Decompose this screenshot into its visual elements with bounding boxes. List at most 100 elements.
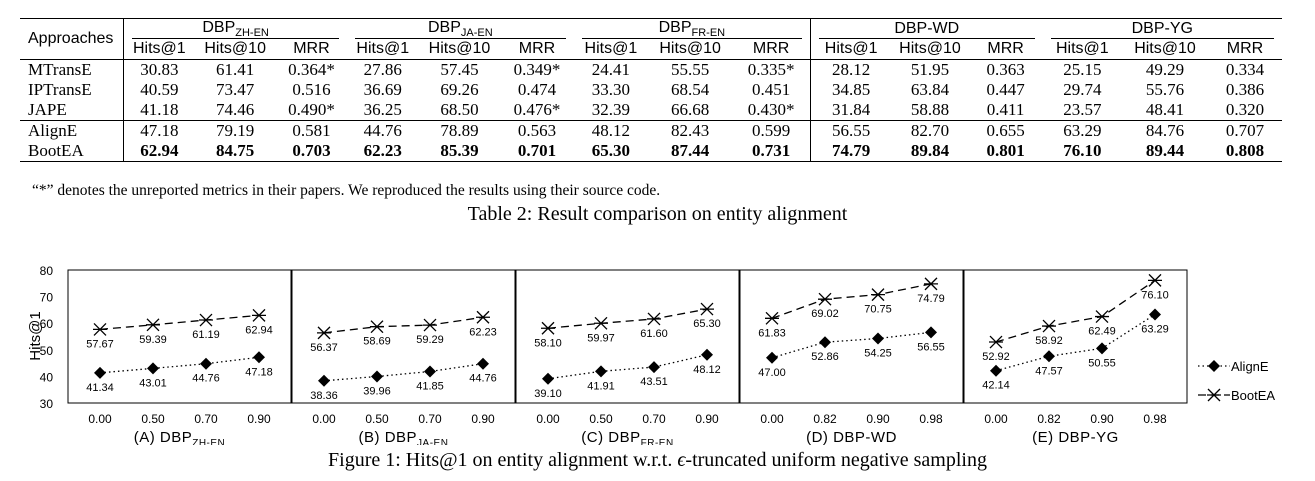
data-label: 48.12 bbox=[693, 364, 721, 376]
x-tick-label: 0.70 bbox=[418, 412, 442, 426]
data-label: 43.51 bbox=[640, 376, 668, 388]
table-cell: 0.801 bbox=[986, 141, 1025, 161]
table-cell: 0.707 bbox=[1207, 120, 1282, 142]
data-label: 57.67 bbox=[86, 338, 114, 350]
series-line-aligne bbox=[771, 331, 932, 359]
panel-label: (B) DBPJA-EN bbox=[359, 429, 449, 445]
panel-label-subscript: ZH-EN bbox=[192, 438, 225, 445]
table-cell: 0.451 bbox=[751, 80, 791, 100]
table-cell: 69.26 bbox=[440, 80, 479, 100]
y-axis-label: Hits@1 bbox=[27, 311, 44, 360]
figure-caption-suffix: -truncated uniform negative sampling bbox=[685, 449, 987, 471]
bootEA-point bbox=[1095, 310, 1109, 324]
bootEA-point bbox=[146, 318, 160, 332]
metric-header: Hits@1 bbox=[584, 40, 638, 58]
bootEA-point bbox=[989, 335, 1003, 349]
table-cell: 0.411 bbox=[986, 100, 1025, 120]
alignE-point bbox=[424, 365, 436, 378]
x-tick-label: 0.90 bbox=[1090, 412, 1114, 426]
x-tick-label: 0.90 bbox=[695, 412, 719, 426]
series-line-bootea bbox=[771, 283, 932, 319]
table-cell: 0.363 bbox=[968, 59, 1043, 81]
data-label: 47.18 bbox=[245, 366, 273, 378]
figure-caption: Figure 1: Hits@1 on entity alignment w.r… bbox=[0, 449, 1315, 472]
table-cell: 89.84 bbox=[910, 141, 950, 161]
bootEA-point bbox=[476, 310, 490, 324]
data-label: 56.37 bbox=[310, 342, 338, 354]
legend-bootEA-label: BootEA bbox=[1231, 388, 1275, 403]
x-tick-label: 0.00 bbox=[984, 412, 1008, 426]
table-cell: 0.490* bbox=[288, 100, 335, 120]
table-cell: 68.50 bbox=[440, 100, 479, 120]
table-cell: 0.808 bbox=[1225, 141, 1265, 161]
series-line-bootea bbox=[547, 308, 708, 329]
y-tick-label: 30 bbox=[40, 397, 54, 411]
table-cell: 0.701 bbox=[517, 141, 557, 161]
panel-label: (E) DBP-YG bbox=[1032, 429, 1119, 445]
bootEA-point bbox=[317, 326, 331, 340]
row-name: IPTransE bbox=[20, 80, 125, 101]
alignE-point bbox=[318, 374, 330, 387]
dataset-name: DBP bbox=[427, 19, 461, 36]
table-cell: 66.68 bbox=[671, 100, 710, 120]
series-line-bootea bbox=[995, 279, 1156, 343]
table-cell: 82.43 bbox=[648, 120, 733, 142]
table-corner: Approaches bbox=[20, 18, 125, 60]
table-cell: 44.76 bbox=[346, 120, 419, 142]
table-cell: 51.95 bbox=[891, 59, 969, 81]
table-cell: 63.84 bbox=[910, 80, 950, 100]
table-row: AlignE 47.18 79.19 0.581 44.76 78.89 0.563 48.1… bbox=[20, 120, 1282, 142]
table-cell: 27.86 bbox=[346, 59, 419, 81]
data-label: 38.36 bbox=[310, 390, 338, 402]
data-label: 58.10 bbox=[534, 337, 562, 349]
table-cell: 0.364* bbox=[275, 59, 347, 81]
metric-header: MRR bbox=[987, 40, 1024, 58]
bootEA-point bbox=[541, 321, 555, 335]
metric-header: Hits@10 bbox=[428, 40, 491, 58]
table-cell: 28.12 bbox=[809, 59, 892, 81]
x-tick-label: 0.98 bbox=[919, 412, 943, 426]
data-label: 39.96 bbox=[363, 386, 391, 398]
dataset-header: DBPFR-EN bbox=[574, 19, 811, 40]
table-cell: 0.516 bbox=[292, 80, 331, 100]
x-tick-label: 0.50 bbox=[589, 412, 613, 426]
data-label: 70.75 bbox=[864, 304, 892, 316]
dataset-name: DBP bbox=[202, 19, 236, 36]
data-label: 50.55 bbox=[1088, 357, 1116, 369]
alignE-point bbox=[371, 370, 383, 383]
series-line-aligne bbox=[547, 354, 708, 380]
dataset-subscript: JA-EN bbox=[460, 27, 493, 40]
row-name: JAPE bbox=[20, 100, 125, 121]
data-label: 62.94 bbox=[245, 324, 273, 336]
data-label: 74.79 bbox=[917, 293, 945, 305]
bootEA-point bbox=[871, 288, 885, 302]
series-line-aligne bbox=[99, 356, 260, 374]
data-label: 65.30 bbox=[693, 318, 721, 330]
series-line-aligne bbox=[323, 363, 484, 382]
x-tick-label: 0.82 bbox=[1037, 412, 1061, 426]
data-label: 44.76 bbox=[469, 373, 497, 385]
alignE-point bbox=[94, 366, 106, 379]
panel-label-subscript: JA-EN bbox=[417, 438, 448, 445]
table-cell: 65.30 bbox=[591, 141, 631, 161]
x-tick-label: 0.98 bbox=[1143, 412, 1167, 426]
figure-1: Hits@1 30 40 50 60 70 80 0.00 0.50 0.70 0.90 (A) DB… bbox=[27, 264, 1275, 445]
data-label: 59.29 bbox=[416, 334, 444, 346]
table-cell: 25.15 bbox=[1042, 59, 1123, 81]
bootEA-point bbox=[252, 308, 266, 322]
table-cell: 0.386 bbox=[1225, 80, 1265, 100]
table-row: JAPE 41.18 74.46 0.490* 36.25 68.50 0.476* 32.3… bbox=[20, 100, 1282, 121]
panel-label-text: (B) DBP bbox=[359, 429, 418, 445]
table-cell: 58.88 bbox=[910, 100, 950, 120]
table-cell: 24.41 bbox=[573, 59, 649, 81]
alignE-point bbox=[477, 357, 489, 370]
bootEA-point bbox=[199, 313, 213, 327]
alignE-point bbox=[253, 351, 265, 364]
dataset-subscript: FR-EN bbox=[691, 27, 726, 40]
table-cell: 87.44 bbox=[671, 141, 710, 161]
series-line-bootea bbox=[323, 316, 484, 334]
alignE-point bbox=[1043, 350, 1055, 363]
data-label: 42.14 bbox=[982, 380, 1010, 392]
metric-header: Hits@1 bbox=[809, 39, 892, 60]
figure-caption-symbol: ϵ bbox=[677, 449, 686, 471]
